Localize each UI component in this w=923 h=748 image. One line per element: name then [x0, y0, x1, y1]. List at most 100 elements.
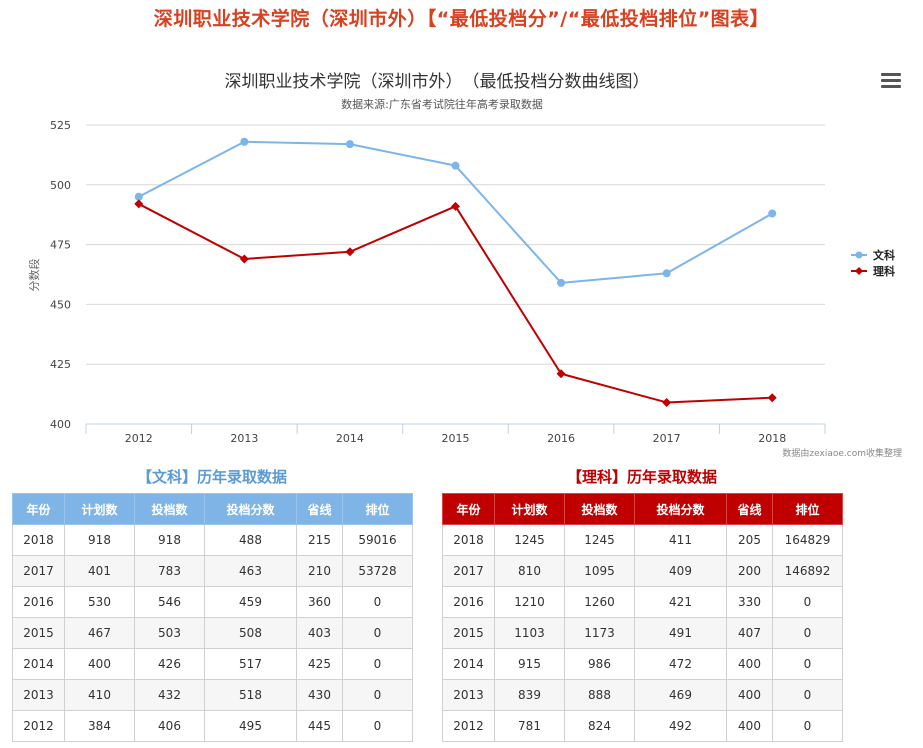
- column-header: 投档数: [564, 493, 635, 525]
- table-cell: 518: [204, 679, 297, 711]
- chart-credits[interactable]: 数据由zexiaoe.com收集整理: [782, 447, 902, 459]
- data-point[interactable]: [556, 369, 566, 379]
- table-cell: 530: [64, 586, 135, 618]
- column-header: 省线: [296, 493, 343, 525]
- table-cell: 783: [134, 555, 205, 587]
- table-cell: 146892: [772, 555, 843, 587]
- table-cell: 918: [134, 524, 205, 556]
- data-point[interactable]: [557, 278, 566, 287]
- table-cell: 0: [772, 648, 843, 680]
- y-tick-label: 475: [50, 239, 71, 252]
- table-cell: 508: [204, 617, 297, 649]
- table-cell: 53728: [342, 555, 413, 587]
- table-cell: 407: [726, 617, 773, 649]
- table-cell: 400: [726, 679, 773, 711]
- table-cell: 2018: [442, 524, 495, 556]
- data-point[interactable]: [240, 137, 249, 146]
- x-tick-label: 2014: [336, 432, 364, 445]
- table-cell: 2018: [12, 524, 65, 556]
- table-cell: 2012: [442, 710, 495, 742]
- table-header-row: 年份 计划数 投档数 投档分数 省线 排位: [12, 493, 413, 525]
- legend-item-label[interactable]: 理科: [873, 264, 895, 278]
- column-header: 排位: [342, 493, 413, 525]
- y-tick-label: 400: [50, 418, 71, 431]
- x-tick-label: 2013: [230, 432, 258, 445]
- axes: 525 500 475 450 425 400 2012 2013 2014 2015 2016 20…: [50, 119, 826, 445]
- table-cell: 432: [134, 679, 205, 711]
- data-point[interactable]: [768, 209, 777, 218]
- column-header: 计划数: [494, 493, 565, 525]
- line-chart: 深圳职业技术学院（深圳市外） （最低投档分数曲线图） 数据来源:广东省考试院往年…: [27, 72, 902, 459]
- table-cell: 488: [204, 524, 297, 556]
- table-cell: 469: [634, 679, 727, 711]
- column-header: 投档分数: [204, 493, 297, 525]
- table-cell: 986: [564, 648, 635, 680]
- table-cell: 445: [296, 710, 343, 742]
- chart-subtitle: 数据来源:广东省考试院往年高考录取数据: [341, 97, 543, 111]
- table-cell: 360: [296, 586, 343, 618]
- legend-marker-icon: [855, 251, 863, 259]
- grid-lines: [86, 124, 825, 425]
- table-cell: 421: [634, 586, 727, 618]
- data-point[interactable]: [662, 397, 672, 407]
- table-cell: 430: [296, 679, 343, 711]
- table-cell: 0: [342, 617, 413, 649]
- table-cell: 491: [634, 617, 727, 649]
- column-header: 投档数: [134, 493, 205, 525]
- table-header-row: 年份 计划数 投档数 投档分数 省线 排位: [442, 493, 843, 525]
- table-cell: 400: [64, 648, 135, 680]
- data-point[interactable]: [345, 247, 355, 257]
- arts-table-title: 【文科】历年录取数据: [136, 468, 287, 486]
- table-cell: 2015: [12, 617, 65, 649]
- table-row: 2017 401 783 463 210 53728: [12, 555, 413, 587]
- chart-title: 深圳职业技术学院（深圳市外） （最低投档分数曲线图）: [225, 72, 650, 92]
- table-cell: 400: [726, 710, 773, 742]
- x-tick-label: 2017: [653, 432, 681, 445]
- table-cell: 2016: [442, 586, 495, 618]
- data-point[interactable]: [134, 192, 143, 201]
- table-cell: 401: [64, 555, 135, 587]
- table-cell: 546: [134, 586, 205, 618]
- data-point[interactable]: [134, 199, 144, 209]
- table-row: 2018 918 918 488 215 59016: [12, 524, 413, 556]
- data-point[interactable]: [345, 140, 354, 149]
- table-cell: 426: [134, 648, 205, 680]
- x-tick-label: 2018: [758, 432, 786, 445]
- column-header: 投档分数: [634, 493, 727, 525]
- table-cell: 2013: [12, 679, 65, 711]
- table-cell: 2014: [442, 648, 495, 680]
- table-cell: 409: [634, 555, 727, 587]
- legend-item-label[interactable]: 文科: [873, 248, 895, 262]
- table-cell: 2015: [442, 617, 495, 649]
- table-cell: 2014: [12, 648, 65, 680]
- table-row: 2016 530 546 459 360 0: [12, 586, 413, 618]
- x-tick-label: 2015: [442, 432, 470, 445]
- table-cell: 2013: [442, 679, 495, 711]
- table-cell: 0: [342, 710, 413, 742]
- table-cell: 425: [296, 648, 343, 680]
- table-cell: 495: [204, 710, 297, 742]
- data-point[interactable]: [767, 393, 777, 403]
- series-line[interactable]: [138, 203, 773, 404]
- data-point[interactable]: [239, 254, 249, 264]
- table-cell: 400: [726, 648, 773, 680]
- table-cell: 164829: [772, 524, 843, 556]
- hamburger-menu-icon[interactable]: [881, 73, 901, 91]
- data-point[interactable]: [451, 201, 460, 211]
- table-cell: 467: [64, 617, 135, 649]
- y-axis-title: 分数段: [27, 259, 41, 292]
- table-cell: 0: [342, 648, 413, 680]
- data-point[interactable]: [451, 161, 460, 170]
- table-cell: 1245: [564, 524, 635, 556]
- table-cell: 200: [726, 555, 773, 587]
- table-row: 2016 1210 1260 421 330 0: [442, 586, 843, 618]
- table-cell: 2016: [12, 586, 65, 618]
- table-cell: 781: [494, 710, 565, 742]
- table-cell: 459: [204, 586, 297, 618]
- table-cell: 2017: [442, 555, 495, 587]
- table-cell: 915: [494, 648, 565, 680]
- table-row: 2012 781 824 492 400 0: [442, 710, 843, 742]
- table-cell: 0: [342, 586, 413, 618]
- data-point[interactable]: [662, 269, 671, 278]
